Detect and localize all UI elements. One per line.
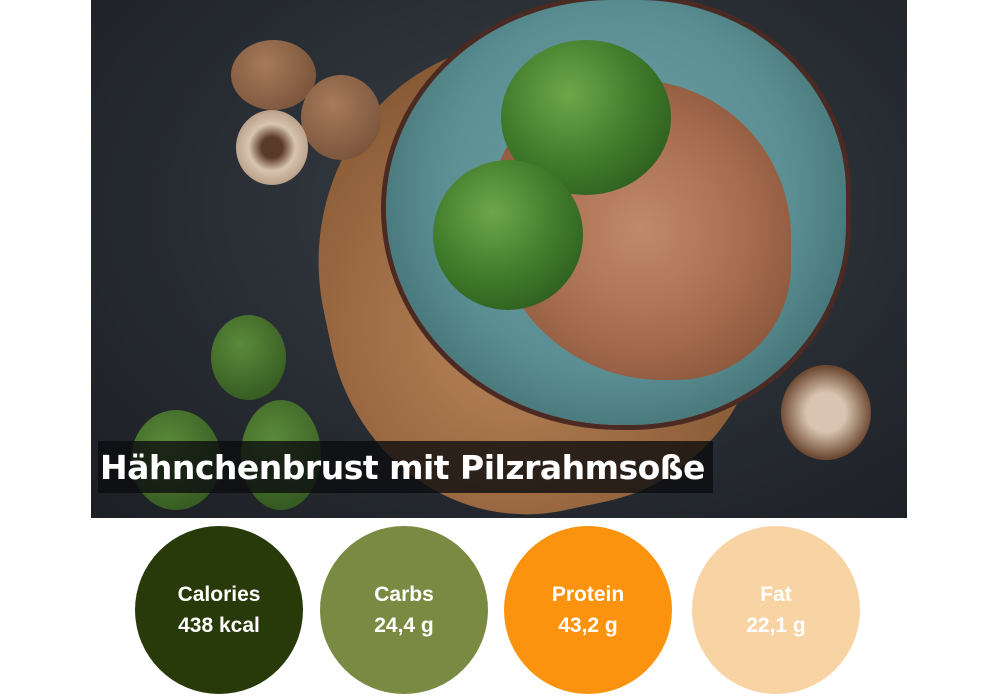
nutrition-value: 22,1 g (746, 614, 806, 637)
nutrition-value: 43,2 g (558, 614, 618, 637)
title-banner: Hähnchenbrust mit Pilzrahmsoße (98, 441, 713, 493)
nutrition-label: Carbs (374, 583, 434, 606)
nutrition-label: Fat (760, 583, 792, 606)
nutrition-value: 438 kcal (178, 614, 260, 637)
recipe-photo (91, 0, 907, 518)
nutrition-fat: Fat 22,1 g (692, 526, 860, 694)
nutrition-label: Protein (551, 583, 625, 606)
dumpling (433, 160, 583, 310)
broccoli (211, 315, 286, 400)
mushroom (231, 40, 316, 110)
mushroom (781, 365, 871, 460)
nutrition-label: Calories (177, 583, 261, 606)
nutrition-protein: Protein 43,2 g (504, 526, 672, 694)
mushroom (301, 75, 381, 160)
mushroom (236, 110, 308, 185)
nutrition-carbs: Carbs 24,4 g (320, 526, 488, 694)
nutrition-value: 24,4 g (374, 614, 434, 637)
recipe-title: Hähnchenbrust mit Pilzrahmsoße (100, 447, 705, 487)
nutrition-calories: Calories 438 kcal (135, 526, 303, 694)
